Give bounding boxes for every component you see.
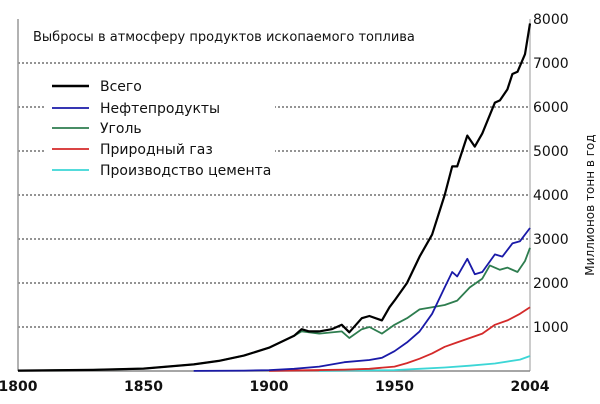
x-tick-label: 2004 [511, 379, 550, 395]
y-tick-label: 7000 [533, 56, 569, 72]
x-tick-label: 1800 [0, 379, 38, 395]
y-tick-label: 2000 [533, 276, 569, 292]
series-line-3 [268, 306, 531, 372]
y-tick-labels: 1000 2000 3000 4000 5000 6000 7000 8000 [533, 12, 569, 336]
legend-label: Нефтепродукты [100, 101, 220, 117]
y-tick-label: 3000 [533, 232, 569, 248]
series-line-2 [17, 247, 531, 372]
x-tick-label: 1900 [249, 379, 288, 395]
series-line-4 [319, 355, 531, 372]
series-line-0 [17, 23, 532, 372]
legend-label: Уголь [100, 121, 142, 137]
legend-label: Природный газ [100, 142, 213, 158]
legend-label: Всего [100, 79, 142, 95]
y-axis-label: Миллионов тонн в год [583, 134, 597, 275]
legend: Всего Нефтепродукты Уголь Природный газ Прои… [52, 79, 271, 179]
y-tick-label: 1000 [533, 320, 569, 336]
series-lines [17, 23, 532, 372]
x-tick-label: 1850 [124, 379, 163, 395]
y-tick-label: 4000 [533, 188, 569, 204]
y-tick-label: 8000 [533, 12, 569, 28]
chart-title: Выбросы в атмосферу продуктов ископаемог… [33, 30, 415, 45]
series-line-1 [193, 227, 531, 372]
y-tick-label: 6000 [533, 100, 569, 116]
y-tick-label: 5000 [533, 144, 569, 160]
x-tick-labels: 1800 1850 1900 1950 2004 [0, 379, 550, 395]
legend-label: Производство цемента [100, 163, 271, 179]
x-tick-label: 1950 [375, 379, 414, 395]
